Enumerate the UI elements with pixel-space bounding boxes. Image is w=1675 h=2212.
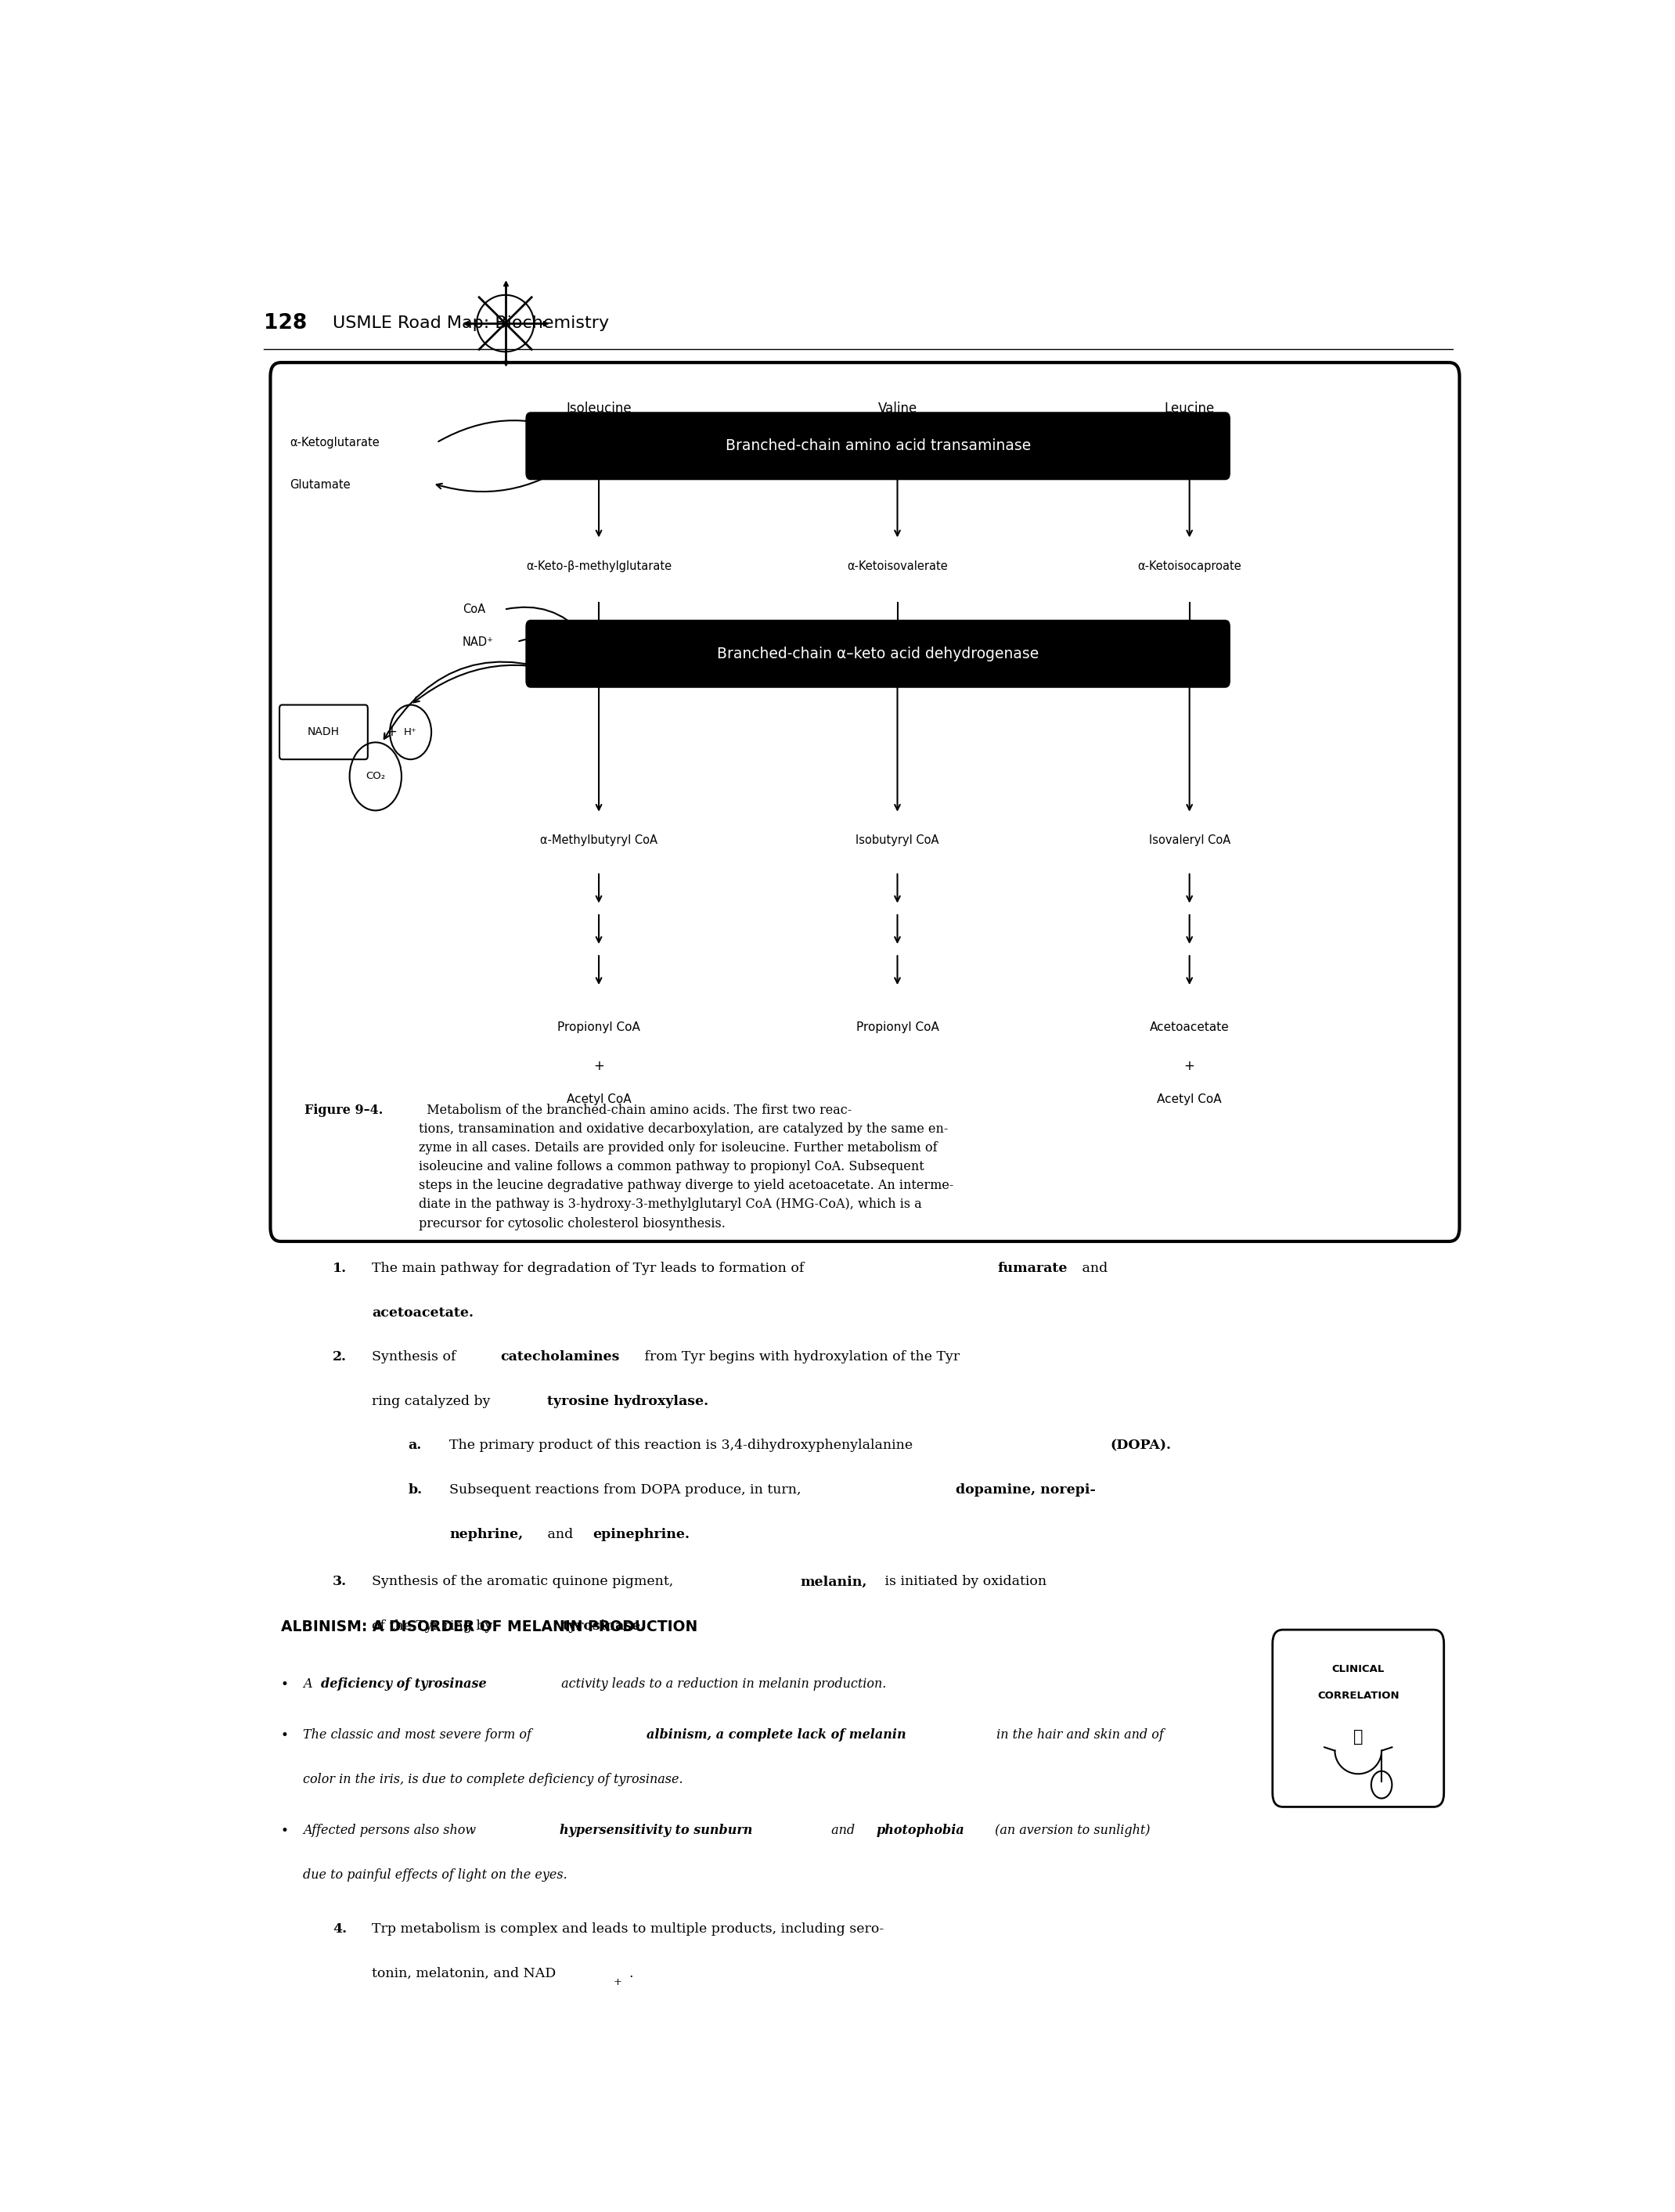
Text: 4.: 4. [333, 1922, 347, 1936]
Text: Propionyl CoA: Propionyl CoA [856, 1022, 938, 1033]
Text: .: . [628, 1966, 633, 1980]
Text: melanin,: melanin, [801, 1575, 868, 1588]
Text: H⁺: H⁺ [404, 728, 417, 737]
FancyBboxPatch shape [1273, 1630, 1444, 1807]
Text: albinism, a complete lack of melanin: albinism, a complete lack of melanin [647, 1728, 906, 1741]
Text: of the Tyr ring by: of the Tyr ring by [372, 1619, 497, 1632]
Text: Subsequent reactions from DOPA produce, in turn,: Subsequent reactions from DOPA produce, … [449, 1484, 806, 1498]
Text: ring catalyzed by: ring catalyzed by [372, 1396, 494, 1409]
Text: a.: a. [409, 1440, 422, 1453]
Text: CoA: CoA [462, 604, 486, 615]
Text: Metabolism of the branched-chain amino acids. The first two reac-
tions, transam: Metabolism of the branched-chain amino a… [419, 1104, 953, 1230]
Text: 2.: 2. [333, 1349, 347, 1365]
Text: The classic and most severe form of: The classic and most severe form of [303, 1728, 536, 1741]
Text: 🏥: 🏥 [1353, 1730, 1363, 1745]
Text: CORRELATION: CORRELATION [1317, 1690, 1399, 1701]
Text: ALBINISM: A DISORDER OF MELANIN PRODUCTION: ALBINISM: A DISORDER OF MELANIN PRODUCTI… [281, 1619, 697, 1635]
FancyBboxPatch shape [526, 411, 1231, 480]
Text: α-Ketoisovalerate: α-Ketoisovalerate [848, 560, 948, 573]
Text: Synthesis of the aromatic quinone pigment,: Synthesis of the aromatic quinone pigmen… [372, 1575, 677, 1588]
Text: Acetoacetate: Acetoacetate [1149, 1022, 1229, 1033]
Text: 1.: 1. [333, 1261, 347, 1274]
Text: tyrosinase.: tyrosinase. [563, 1619, 645, 1632]
Text: •: • [281, 1677, 288, 1692]
Text: α-Methylbutyryl CoA: α-Methylbutyryl CoA [539, 834, 658, 845]
Text: NADH: NADH [308, 728, 340, 737]
Text: Synthesis of: Synthesis of [372, 1349, 461, 1365]
Text: Figure 9–4.: Figure 9–4. [305, 1104, 382, 1117]
Text: and: and [543, 1528, 578, 1542]
Text: Propionyl CoA: Propionyl CoA [558, 1022, 640, 1033]
Text: Valine: Valine [878, 400, 916, 416]
Text: +: + [593, 1060, 605, 1073]
Text: is initiated by oxidation: is initiated by oxidation [881, 1575, 1047, 1588]
Text: Isoleucine: Isoleucine [566, 400, 631, 416]
Text: +: + [1184, 1060, 1194, 1073]
Text: and: and [1077, 1261, 1107, 1274]
FancyBboxPatch shape [270, 363, 1459, 1241]
Text: NAD⁺: NAD⁺ [462, 637, 494, 648]
Text: Branched-chain amino acid transaminase: Branched-chain amino acid transaminase [725, 438, 1030, 453]
Text: The primary product of this reaction is 3,4-dihydroxyphenylalanine: The primary product of this reaction is … [449, 1440, 918, 1453]
Text: α-Keto-β-methylglutarate: α-Keto-β-methylglutarate [526, 560, 672, 573]
Text: fumarate: fumarate [997, 1261, 1067, 1274]
Text: Isobutyryl CoA: Isobutyryl CoA [856, 834, 940, 845]
Text: nephrine,: nephrine, [449, 1528, 523, 1542]
Text: (DOPA).: (DOPA). [1111, 1440, 1171, 1453]
Text: 3.: 3. [333, 1575, 347, 1588]
Text: in the hair and skin and of: in the hair and skin and of [992, 1728, 1164, 1741]
Text: epinephrine.: epinephrine. [593, 1528, 690, 1542]
Text: Trp metabolism is complex and leads to multiple products, including sero-: Trp metabolism is complex and leads to m… [372, 1922, 884, 1936]
Text: •: • [281, 1825, 288, 1838]
Text: +: + [385, 726, 397, 739]
Text: catecholamines: catecholamines [501, 1349, 620, 1365]
FancyBboxPatch shape [526, 619, 1231, 688]
Text: Acetyl CoA: Acetyl CoA [1157, 1093, 1221, 1106]
Text: Acetyl CoA: Acetyl CoA [566, 1093, 631, 1106]
Text: and: and [827, 1825, 859, 1838]
Text: photophobia: photophobia [876, 1825, 965, 1838]
Text: tyrosine hydroxylase.: tyrosine hydroxylase. [546, 1396, 709, 1409]
FancyBboxPatch shape [280, 706, 368, 759]
Text: Isovaleryl CoA: Isovaleryl CoA [1149, 834, 1229, 845]
Text: (an aversion to sunlight): (an aversion to sunlight) [992, 1825, 1151, 1838]
Text: hypersensitivity to sunburn: hypersensitivity to sunburn [559, 1825, 752, 1838]
Text: A: A [303, 1677, 317, 1690]
Text: color in the iris, is due to complete deficiency of tyrosinase.: color in the iris, is due to complete de… [303, 1772, 683, 1785]
Text: dopamine, norepi-: dopamine, norepi- [956, 1484, 1095, 1498]
Text: 128: 128 [265, 314, 307, 334]
Text: activity leads to a reduction in melanin production.: activity leads to a reduction in melanin… [558, 1677, 886, 1690]
Text: CO₂: CO₂ [365, 772, 385, 781]
Text: acetoacetate.: acetoacetate. [372, 1305, 474, 1318]
Text: CLINICAL: CLINICAL [1332, 1663, 1385, 1674]
Text: deficiency of tyrosinase: deficiency of tyrosinase [322, 1677, 487, 1690]
Text: Glutamate: Glutamate [290, 480, 350, 491]
Text: The main pathway for degradation of Tyr leads to formation of: The main pathway for degradation of Tyr … [372, 1261, 809, 1274]
Text: α-Ketoisocaproate: α-Ketoisocaproate [1137, 560, 1241, 573]
Text: Branched-chain α–keto acid dehydrogenase: Branched-chain α–keto acid dehydrogenase [717, 646, 1038, 661]
Text: α-Ketoglutarate: α-Ketoglutarate [290, 436, 380, 449]
Text: Leucine: Leucine [1164, 400, 1214, 416]
Text: +: + [613, 1978, 621, 1986]
Text: tonin, melatonin, and NAD: tonin, melatonin, and NAD [372, 1966, 556, 1980]
Text: due to painful effects of light on the eyes.: due to painful effects of light on the e… [303, 1869, 568, 1882]
Text: b.: b. [409, 1484, 422, 1498]
Text: •: • [281, 1728, 288, 1743]
Text: Affected persons also show: Affected persons also show [303, 1825, 481, 1838]
Text: USMLE Road Map: Biochemistry: USMLE Road Map: Biochemistry [333, 316, 610, 332]
Text: from Tyr begins with hydroxylation of the Tyr: from Tyr begins with hydroxylation of th… [640, 1349, 960, 1365]
